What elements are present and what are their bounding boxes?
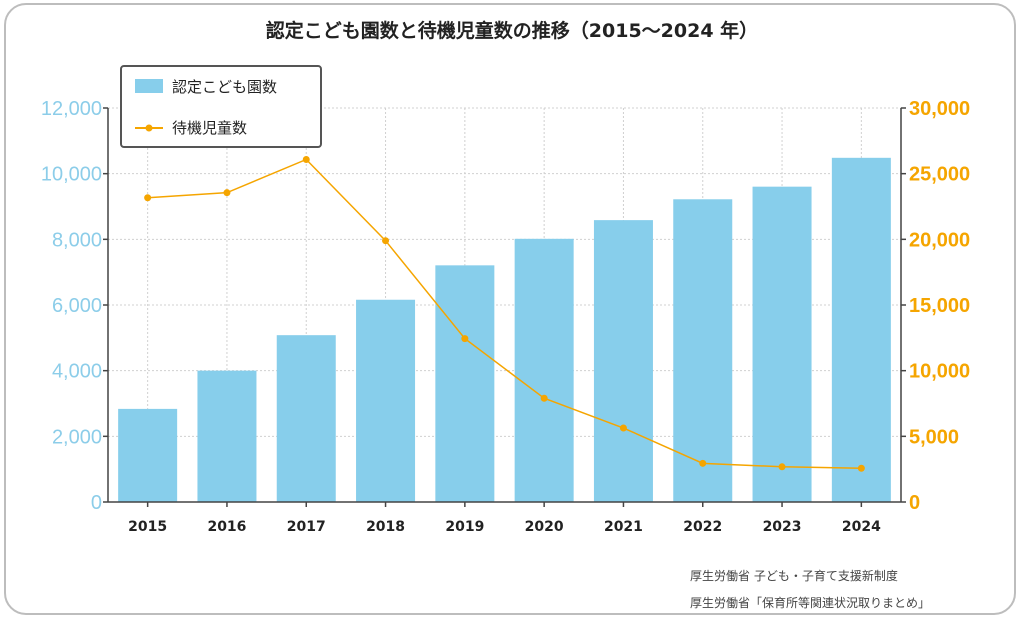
right-axis-ticks: 0 5,000 10,000 15,000 20,000 25,000 30,000 [901,98,970,514]
right-tick-label: 5,000 [909,426,959,448]
right-tick-label: 15,000 [909,295,970,317]
line-point-2022 [699,459,707,467]
x-tick-label: 2020 [525,519,564,535]
line-point-2024 [857,464,865,472]
left-tick-label: 12,000 [41,98,102,120]
x-tick-label: 2016 [207,519,246,535]
x-tick-label: 2021 [604,519,643,535]
left-axis-ticks: 0 2,000 4,000 6,000 8,000 10,000 12,000 [41,98,108,514]
legend-line-label: 待機児童数 [172,119,247,137]
bar-2023 [752,186,812,502]
right-tick-label: 10,000 [909,361,970,383]
line-path [147,158,862,470]
legend-bar-swatch [135,79,163,93]
right-tick-label: 20,000 [909,229,970,251]
bar-2016 [197,370,257,502]
left-tick-label: 10,000 [41,164,102,186]
line-series [144,155,865,472]
line-point-2015 [144,194,152,202]
left-tick-label: 8,000 [52,229,102,251]
x-tick-label: 2015 [128,519,167,535]
left-tick-label: 0 [91,492,102,514]
line-point-2020 [540,394,548,402]
legend-bar-label: 認定こども園数 [172,78,277,96]
left-tick-label: 6,000 [52,295,102,317]
right-tick-label: 30,000 [909,98,970,120]
chart-title: 認定こども園数と待機児童数の推移（2015〜2024 年） [266,19,758,42]
line-point-2021 [619,424,627,432]
bar-2024 [831,157,891,502]
x-tick-label: 2017 [287,519,326,535]
bar-2020 [514,238,574,503]
source-note-1: 厚生労働省 子ども・子育て支援新制度 [690,568,898,583]
x-tick-label: 2023 [763,519,802,535]
bar-2021 [593,220,653,502]
left-tick-label: 2,000 [52,426,102,448]
bar-2019 [435,265,495,502]
bar-2018 [356,299,416,502]
line-point-2017 [302,155,310,163]
x-tick-label: 2018 [366,519,405,535]
legend: 認定こども園数 待機児童数 [120,65,322,148]
bar-series [118,157,891,503]
x-axis-ticks: 2015 2016 2017 2018 2019 2020 2021 2022 2023 2024 [128,502,881,535]
right-tick-label: 25,000 [909,164,970,186]
left-tick-label: 4,000 [52,361,102,383]
source-note-2: 厚生労働省「保育所等関連状況取りまとめ」 [690,595,930,610]
x-tick-label: 2024 [842,519,881,535]
right-tick-label: 0 [909,492,920,514]
legend-line-marker [145,124,153,132]
bar-2015 [118,408,178,502]
line-point-2019 [461,335,469,343]
bar-2022 [673,199,733,502]
bar-2017 [276,335,336,502]
line-point-2023 [778,463,786,471]
x-tick-label: 2019 [445,519,484,535]
line-point-2016 [223,189,231,197]
legend-box [120,65,322,148]
line-point-2018 [382,237,390,245]
x-tick-label: 2022 [683,519,722,535]
